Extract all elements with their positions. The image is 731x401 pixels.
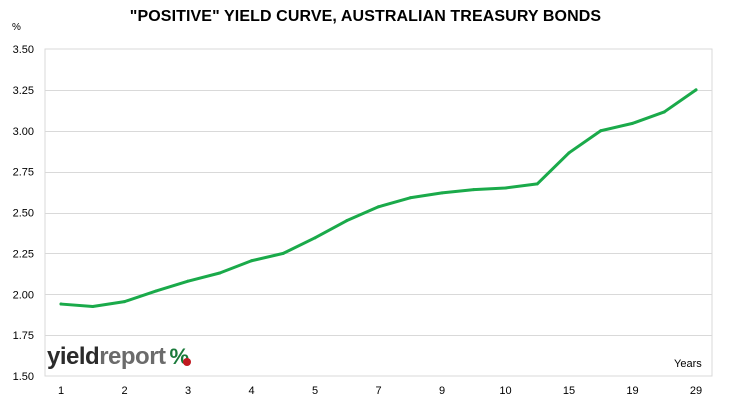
y-tick-label: 2.25 — [13, 248, 34, 260]
data-point — [599, 129, 603, 133]
data-point — [313, 236, 317, 240]
data-point — [218, 271, 222, 275]
data-point — [123, 300, 126, 304]
data-point — [472, 188, 476, 192]
x-tick-label: 2 — [121, 385, 127, 397]
data-point — [59, 302, 63, 306]
data-point — [377, 205, 380, 209]
data-point — [662, 110, 666, 114]
x-tick-label: 29 — [690, 385, 702, 397]
chart-title: "POSITIVE" YIELD CURVE, AUSTRALIAN TREAS… — [129, 8, 602, 25]
data-point — [504, 186, 507, 190]
logo-text-yield: yield — [47, 343, 100, 370]
yieldreport-logo: yieldreport% — [47, 343, 191, 370]
data-point — [186, 279, 190, 283]
data-point — [408, 196, 412, 200]
y-tick-label: 2.50 — [13, 208, 34, 220]
plot-border — [44, 48, 713, 377]
data-point — [154, 289, 158, 293]
data-point — [345, 219, 349, 223]
data-point — [535, 182, 539, 186]
x-tick-label: 3 — [185, 385, 191, 397]
data-point — [567, 151, 571, 155]
series-line-yield — [59, 88, 698, 309]
logo-text-report: report — [99, 343, 166, 370]
x-tick-label: 9 — [439, 385, 445, 397]
data-point — [250, 259, 253, 263]
y-tick-label: 3.25 — [13, 85, 34, 97]
y-tick-label: 1.75 — [13, 330, 34, 342]
x-tick-label: 4 — [248, 385, 254, 397]
x-tick-label: 1 — [58, 385, 64, 397]
x-tick-label: 10 — [499, 385, 511, 397]
data-point — [694, 88, 698, 92]
x-tick-label: 19 — [626, 385, 638, 397]
y-tick-label: 3.00 — [13, 126, 34, 138]
x-tick-label: 7 — [375, 385, 381, 397]
y-axis-unit-label: % — [12, 22, 21, 33]
logo-red-dot — [182, 358, 191, 366]
data-point — [440, 191, 444, 195]
x-axis-unit-label: Years — [674, 358, 702, 370]
y-tick-label: 2.75 — [13, 167, 34, 179]
data-point — [631, 121, 634, 125]
x-tick-label: 5 — [312, 385, 318, 397]
y-tick-label: 1.50 — [13, 371, 34, 383]
y-tick-label: 3.50 — [13, 44, 34, 56]
logo-percent-icon: % — [169, 344, 191, 369]
data-point — [281, 251, 285, 255]
x-tick-label: 15 — [563, 385, 575, 397]
data-point — [91, 305, 95, 309]
y-tick-label: 2.00 — [13, 289, 34, 301]
